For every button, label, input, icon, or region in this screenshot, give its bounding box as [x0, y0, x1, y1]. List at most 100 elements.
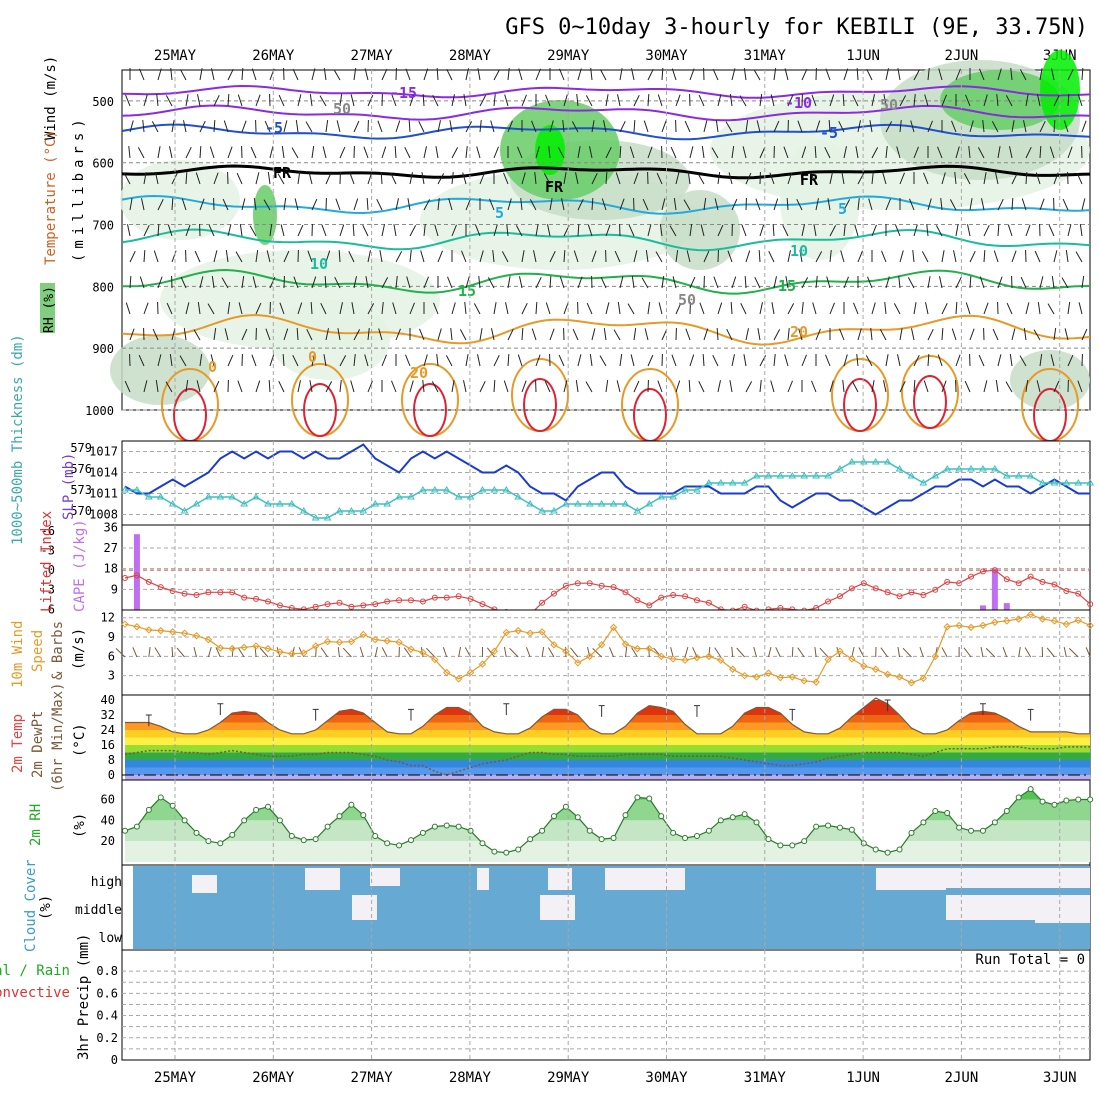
wind-speed-point [645, 644, 654, 653]
wind-barb [801, 354, 807, 367]
wind-barb [910, 120, 915, 133]
wind-barb [627, 303, 635, 315]
wind-barb [213, 172, 219, 185]
wind-speed-line [124, 613, 1091, 684]
wind-barb [798, 328, 803, 341]
wind-barb [801, 224, 805, 237]
temp-band [125, 745, 1091, 753]
wind-barb [782, 224, 789, 237]
wind-barb [605, 171, 608, 185]
wind-barb [185, 302, 190, 315]
wind-barb [521, 250, 525, 263]
lifted-point [574, 580, 581, 587]
wind-barb [645, 250, 649, 263]
wind-barb [871, 302, 876, 315]
wind-barb [1067, 93, 1070, 107]
wind10m-barb [1002, 647, 1008, 658]
wind10m-barb [509, 647, 519, 658]
wind-barb [717, 302, 723, 315]
wind-barb [884, 302, 887, 315]
wind-barb [547, 224, 551, 237]
wind-barb [712, 354, 719, 367]
wind-barb [1010, 68, 1013, 81]
cape-tick: 9 [111, 582, 118, 596]
wind-barb [157, 223, 160, 237]
wind-barb [655, 251, 663, 263]
wind-barb [698, 380, 705, 393]
wind-barb [742, 146, 747, 159]
wind10m-barb [1024, 647, 1032, 658]
wind-barb [283, 250, 290, 263]
wind-barb [451, 224, 457, 237]
wind-barb [197, 94, 201, 107]
wind-barb [1067, 68, 1074, 81]
wind-barb [758, 249, 761, 263]
wind-barb [591, 172, 598, 185]
wind-barb [251, 68, 257, 81]
wind-barb [311, 68, 316, 81]
wind-speed-point [848, 655, 856, 663]
wind-barb [729, 380, 733, 393]
contour-label: 50 [333, 100, 351, 118]
wind-barb [519, 276, 523, 289]
wind-barb [323, 68, 327, 81]
temp-line [125, 697, 1091, 735]
wind-barb [199, 276, 204, 289]
wind-barb [1062, 198, 1069, 211]
wind-barb [857, 250, 863, 263]
wind-barb [535, 146, 540, 159]
wind-barb [199, 198, 205, 211]
wind10m-barb [963, 647, 972, 658]
wind-barb [432, 94, 439, 107]
date-label-bottom: 25MAY [154, 1070, 197, 1086]
wind-barb [856, 354, 859, 367]
wind-barb [157, 146, 161, 159]
wind-barb [376, 198, 383, 211]
wind-barb [744, 275, 747, 289]
wind-barb [493, 302, 497, 315]
wind-barb [433, 302, 439, 315]
thickness-point [907, 472, 916, 479]
slp-label: SLP (mb) [61, 453, 77, 520]
wind-barb [479, 250, 484, 263]
wind10m-barb [851, 646, 855, 658]
wind-barb [445, 355, 453, 367]
wind-barb [250, 146, 257, 159]
wind-barb [409, 94, 415, 107]
wind-barb [339, 146, 346, 159]
wind-barb [423, 199, 431, 211]
wind-barb [585, 95, 593, 107]
cloud-label: Cloud Cover [23, 859, 39, 952]
wind-barb [616, 380, 621, 393]
wind-barb [521, 380, 527, 393]
wind-barb [714, 198, 719, 211]
wind-speed-point [729, 665, 737, 673]
lifted-point [920, 591, 927, 598]
wind-barb [895, 224, 901, 237]
wind-barb [404, 146, 411, 159]
lifted-point [670, 591, 677, 598]
wind-barb [829, 225, 837, 237]
lifted-point [825, 598, 832, 605]
wind-barb [647, 68, 654, 81]
wind-barb [815, 328, 821, 341]
wind-barb [213, 94, 220, 107]
wind-barb [227, 146, 233, 159]
wind-barb [1020, 276, 1027, 289]
rh-point [467, 827, 474, 834]
wind-speed-point [657, 652, 665, 661]
wind-speed-point [490, 647, 499, 655]
wind-barb [507, 68, 510, 81]
wind-barb [698, 94, 705, 107]
wind-barb [241, 120, 247, 133]
wind-barb [629, 146, 635, 159]
wind-barb [955, 224, 959, 237]
wind-barb [659, 224, 663, 237]
thickness-point [490, 486, 499, 493]
wind-barb [143, 172, 147, 185]
thickness-point [740, 479, 749, 486]
wind-barb [585, 381, 593, 393]
wind-speed-point [419, 648, 427, 657]
wind-barb [911, 328, 915, 341]
rh-point [360, 812, 367, 819]
